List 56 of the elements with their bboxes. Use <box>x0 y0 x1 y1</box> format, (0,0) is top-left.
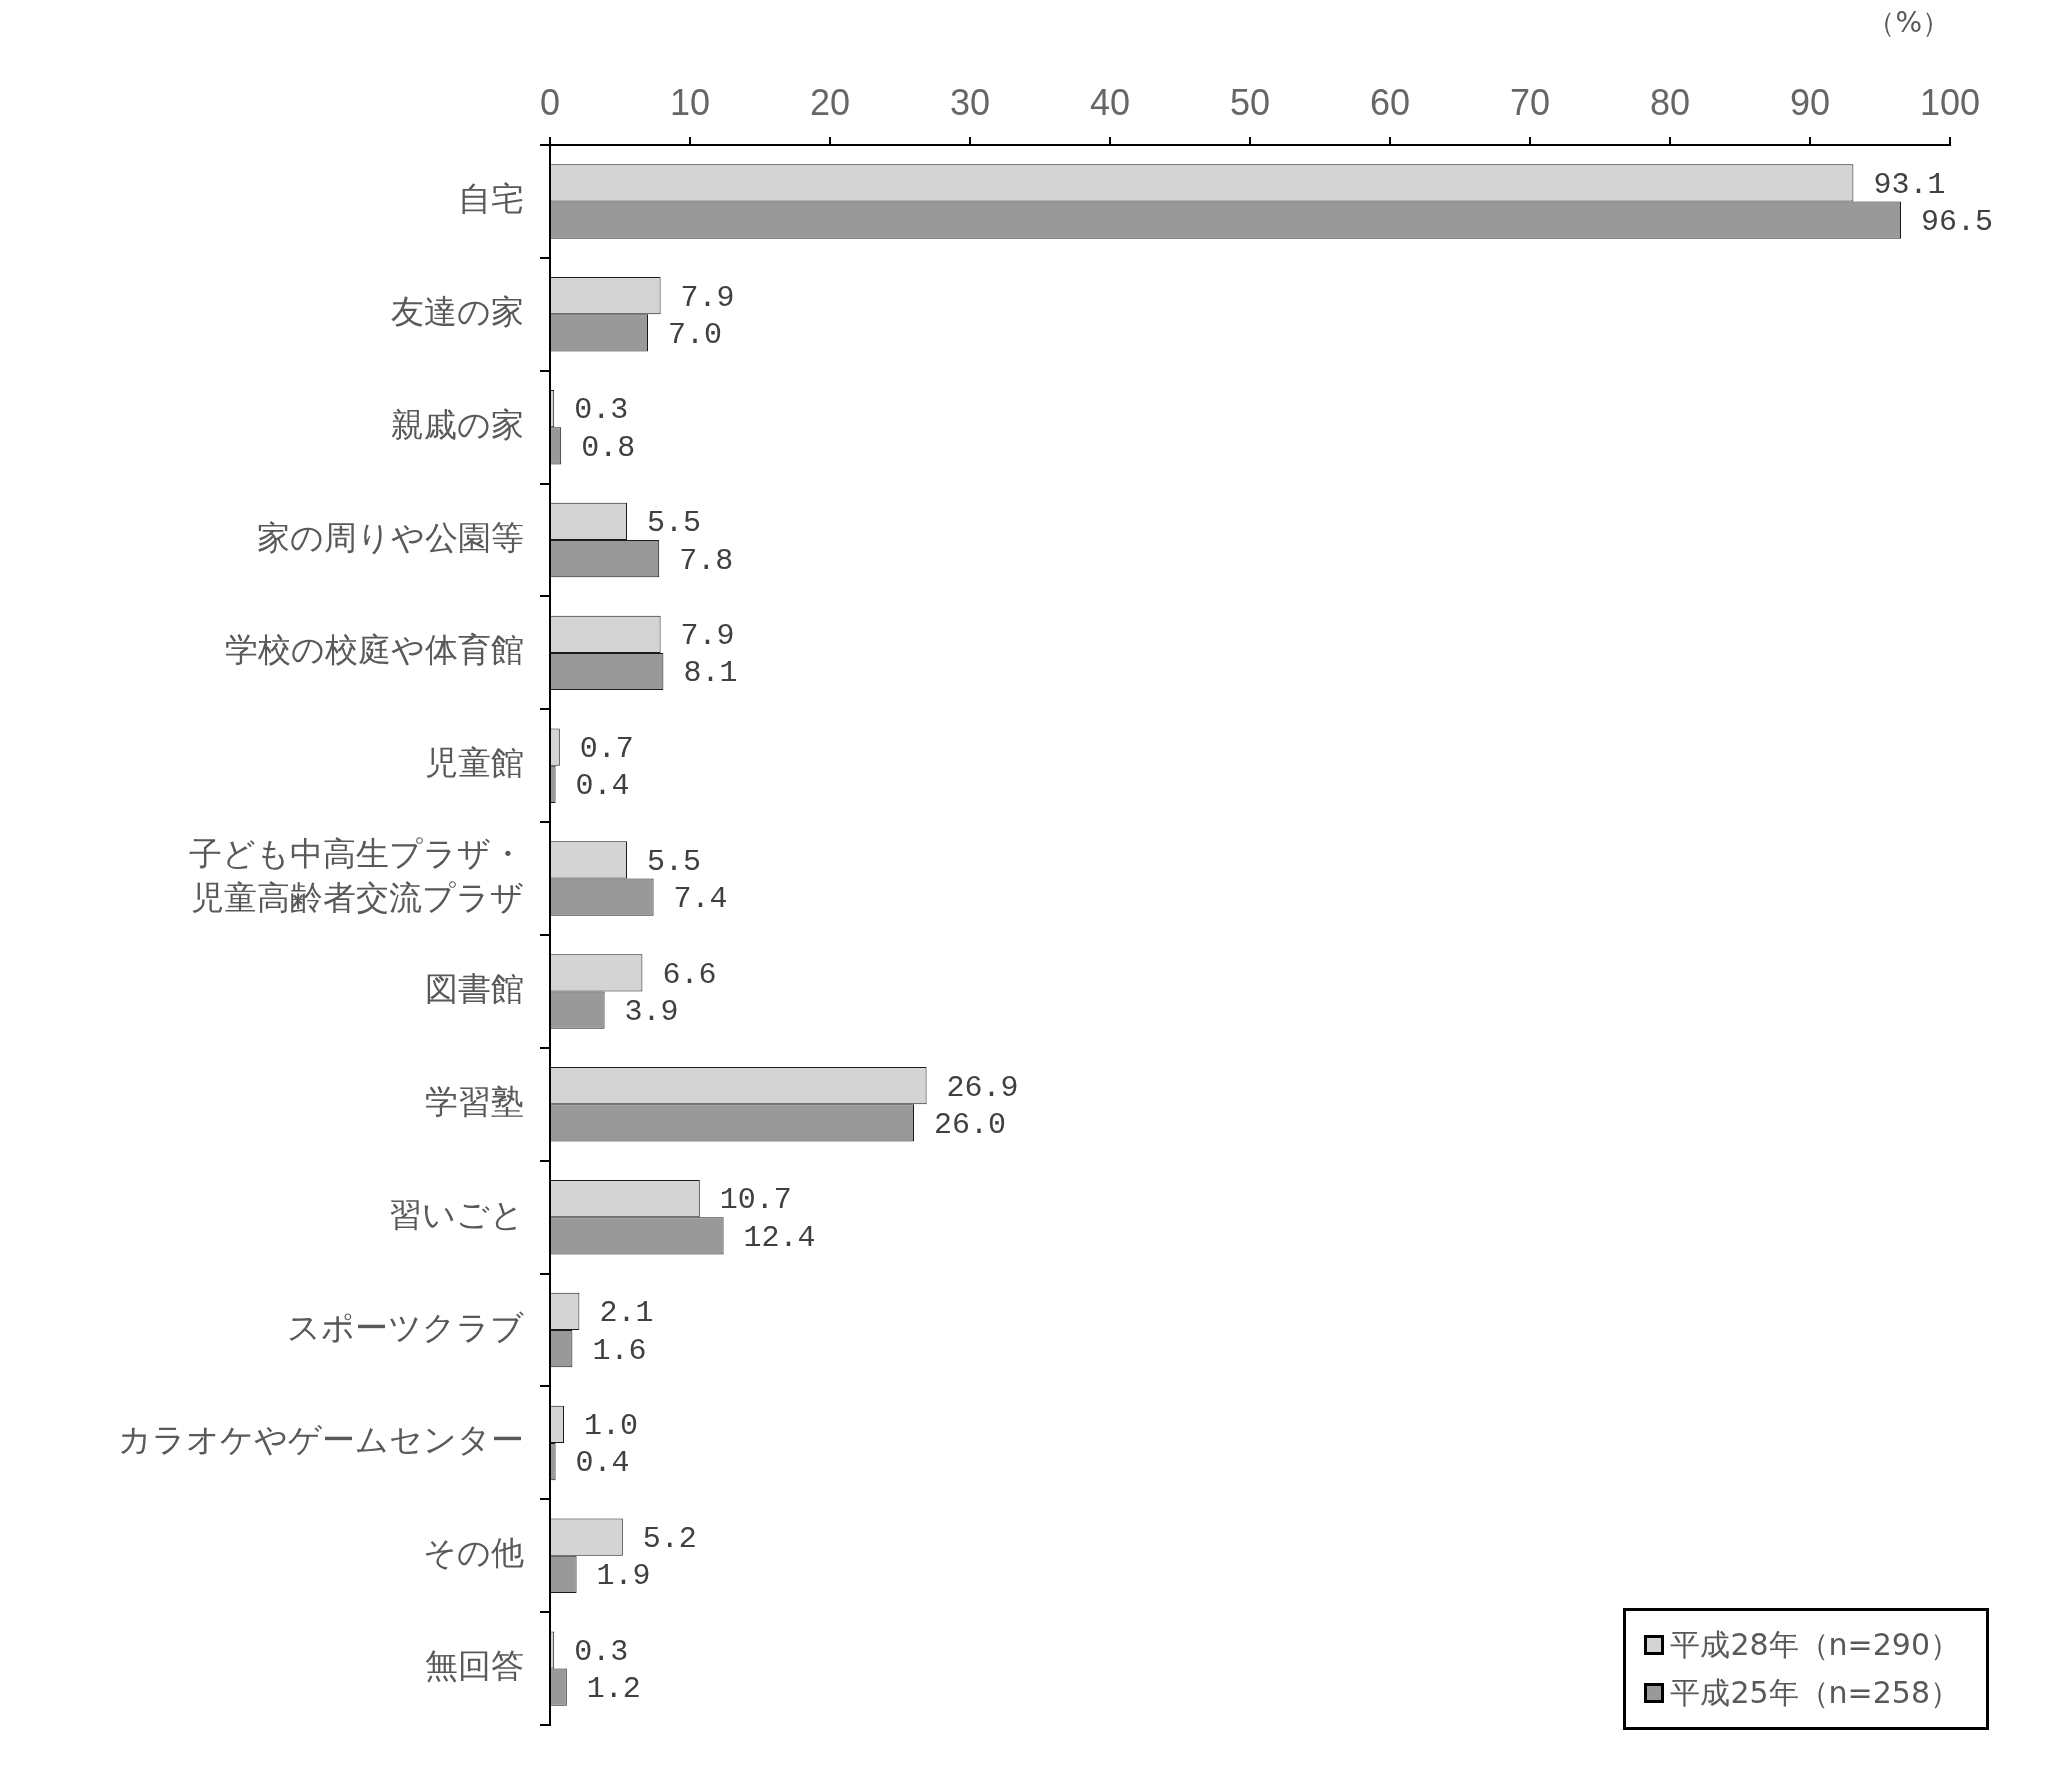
data-label: 26.9 <box>946 1070 1019 1105</box>
y-tick-label: カラオケやゲームセンター <box>118 1420 524 1460</box>
data-label: 12.4 <box>743 1220 816 1255</box>
data-label: 7.9 <box>680 619 735 654</box>
y-tick-label: スポーツクラブ <box>287 1307 524 1347</box>
y-tick-label: 子ども中高生プラザ・児童高齢者交流プラザ <box>189 834 524 918</box>
data-label: 10.7 <box>719 1183 792 1218</box>
y-tick-label: 児童館 <box>425 743 524 783</box>
data-label: 96.5 <box>1921 204 1994 239</box>
data-label: 6.6 <box>662 957 717 992</box>
y-tick-label: 友達の家 <box>391 291 524 331</box>
x-tick-label: 80 <box>1649 82 1691 124</box>
legend-label: 平成28年（n=290） <box>1670 1625 1960 1664</box>
data-label: 1.9 <box>596 1559 651 1594</box>
data-label: 0.3 <box>574 393 629 428</box>
data-label: 26.0 <box>934 1107 1007 1142</box>
y-tick-label: 習いごと <box>389 1194 524 1234</box>
data-label: 7.4 <box>673 882 728 917</box>
data-label: 0.4 <box>575 769 630 804</box>
data-label: 7.0 <box>668 317 723 352</box>
data-label: 7.9 <box>680 280 735 315</box>
y-tick-label: 自宅 <box>458 179 524 219</box>
x-tick-label: 70 <box>1509 82 1551 124</box>
data-label: 93.1 <box>1873 167 1946 202</box>
data-label: 8.1 <box>683 656 738 691</box>
data-label: 1.6 <box>592 1333 647 1368</box>
y-tick-label: 無回答 <box>425 1646 524 1686</box>
data-label: 2.1 <box>599 1296 654 1331</box>
y-tick-label: 図書館 <box>425 969 524 1009</box>
x-tick-label: 0 <box>539 82 561 124</box>
data-label: 0.4 <box>575 1446 630 1481</box>
y-tick-label: その他 <box>423 1533 524 1573</box>
data-label: 5.5 <box>647 844 702 879</box>
data-label: 1.0 <box>584 1409 639 1444</box>
data-label: 0.7 <box>579 732 634 767</box>
data-label: 5.5 <box>647 506 702 541</box>
x-tick-label: 100 <box>1919 82 1981 124</box>
data-label: 0.8 <box>581 430 636 465</box>
x-axis-title: （%） <box>1867 6 1950 40</box>
x-tick-label: 20 <box>809 82 851 124</box>
y-tick-label: 学校の校庭や体育館 <box>225 630 524 670</box>
x-tick-label: 10 <box>669 82 711 124</box>
legend-label: 平成25年（n=258） <box>1670 1673 1960 1712</box>
data-label: 7.8 <box>679 543 734 578</box>
x-tick-label: 90 <box>1789 82 1831 124</box>
x-tick-label: 60 <box>1369 82 1411 124</box>
y-tick-label: 親戚の家 <box>391 404 524 444</box>
y-tick-label: 家の周りや公園等 <box>257 517 524 557</box>
data-label: 3.9 <box>624 995 679 1030</box>
data-label: 1.2 <box>586 1672 641 1707</box>
data-label: 0.3 <box>574 1634 629 1669</box>
y-tick-label: 学習塾 <box>425 1081 524 1121</box>
data-label: 5.2 <box>642 1522 697 1557</box>
x-tick-label: 40 <box>1089 82 1131 124</box>
x-tick-label: 30 <box>949 82 991 124</box>
x-tick-label: 50 <box>1229 82 1271 124</box>
